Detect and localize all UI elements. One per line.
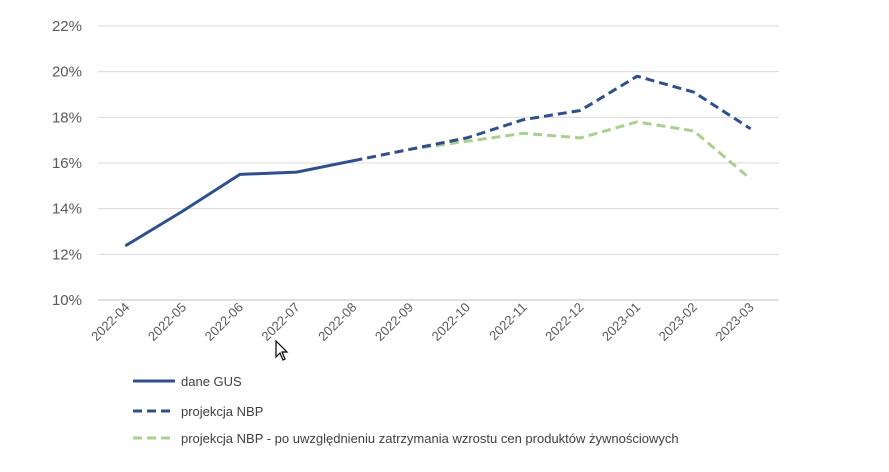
y-tick-label: 14% — [52, 201, 82, 218]
y-tick-label: 16% — [52, 155, 82, 172]
y-tick-label: 10% — [52, 292, 82, 309]
series-line-2 — [353, 120, 752, 181]
x-tick-label: 2022-05 — [145, 300, 189, 344]
x-tick-label: 2022-07 — [258, 300, 302, 344]
x-tick-label: 2023-03 — [712, 300, 756, 344]
x-tick-label: 2022-04 — [88, 300, 132, 344]
x-tick-label: 2022-10 — [429, 300, 473, 344]
legend-label: projekcja NBP - po uwzględnieniu zatrzym… — [181, 431, 679, 446]
x-tick-label: 2022-12 — [542, 300, 586, 344]
y-tick-label: 20% — [52, 64, 82, 81]
x-tick-label: 2023-01 — [599, 300, 643, 344]
x-tick-label: 2022-08 — [315, 300, 359, 344]
y-tick-label: 22% — [52, 18, 82, 35]
legend: dane GUS projekcja NBP projekcja NBP - po … — [133, 374, 679, 446]
series-line-0 — [124, 159, 355, 247]
legend-label: projekcja NBP — [181, 404, 263, 419]
y-axis-ticks: 10% 12% 14% 16% 18% 20% 22% — [52, 18, 82, 309]
series-lines — [124, 74, 752, 247]
series-line-1 — [353, 74, 752, 163]
y-tick-label: 18% — [52, 109, 82, 126]
x-tick-label: 2022-06 — [202, 300, 246, 344]
x-tick-label: 2023-02 — [656, 300, 700, 344]
gridlines — [98, 25, 779, 301]
x-tick-label: 2022-11 — [486, 300, 530, 344]
y-tick-label: 12% — [52, 246, 82, 263]
x-tick-label: 2022-09 — [372, 300, 416, 344]
mouse-pointer-icon — [275, 340, 289, 361]
x-axis-ticks: 2022-04 2022-05 2022-06 2022-07 2022-08 2022-… — [88, 300, 757, 344]
legend-label: dane GUS — [181, 374, 242, 389]
